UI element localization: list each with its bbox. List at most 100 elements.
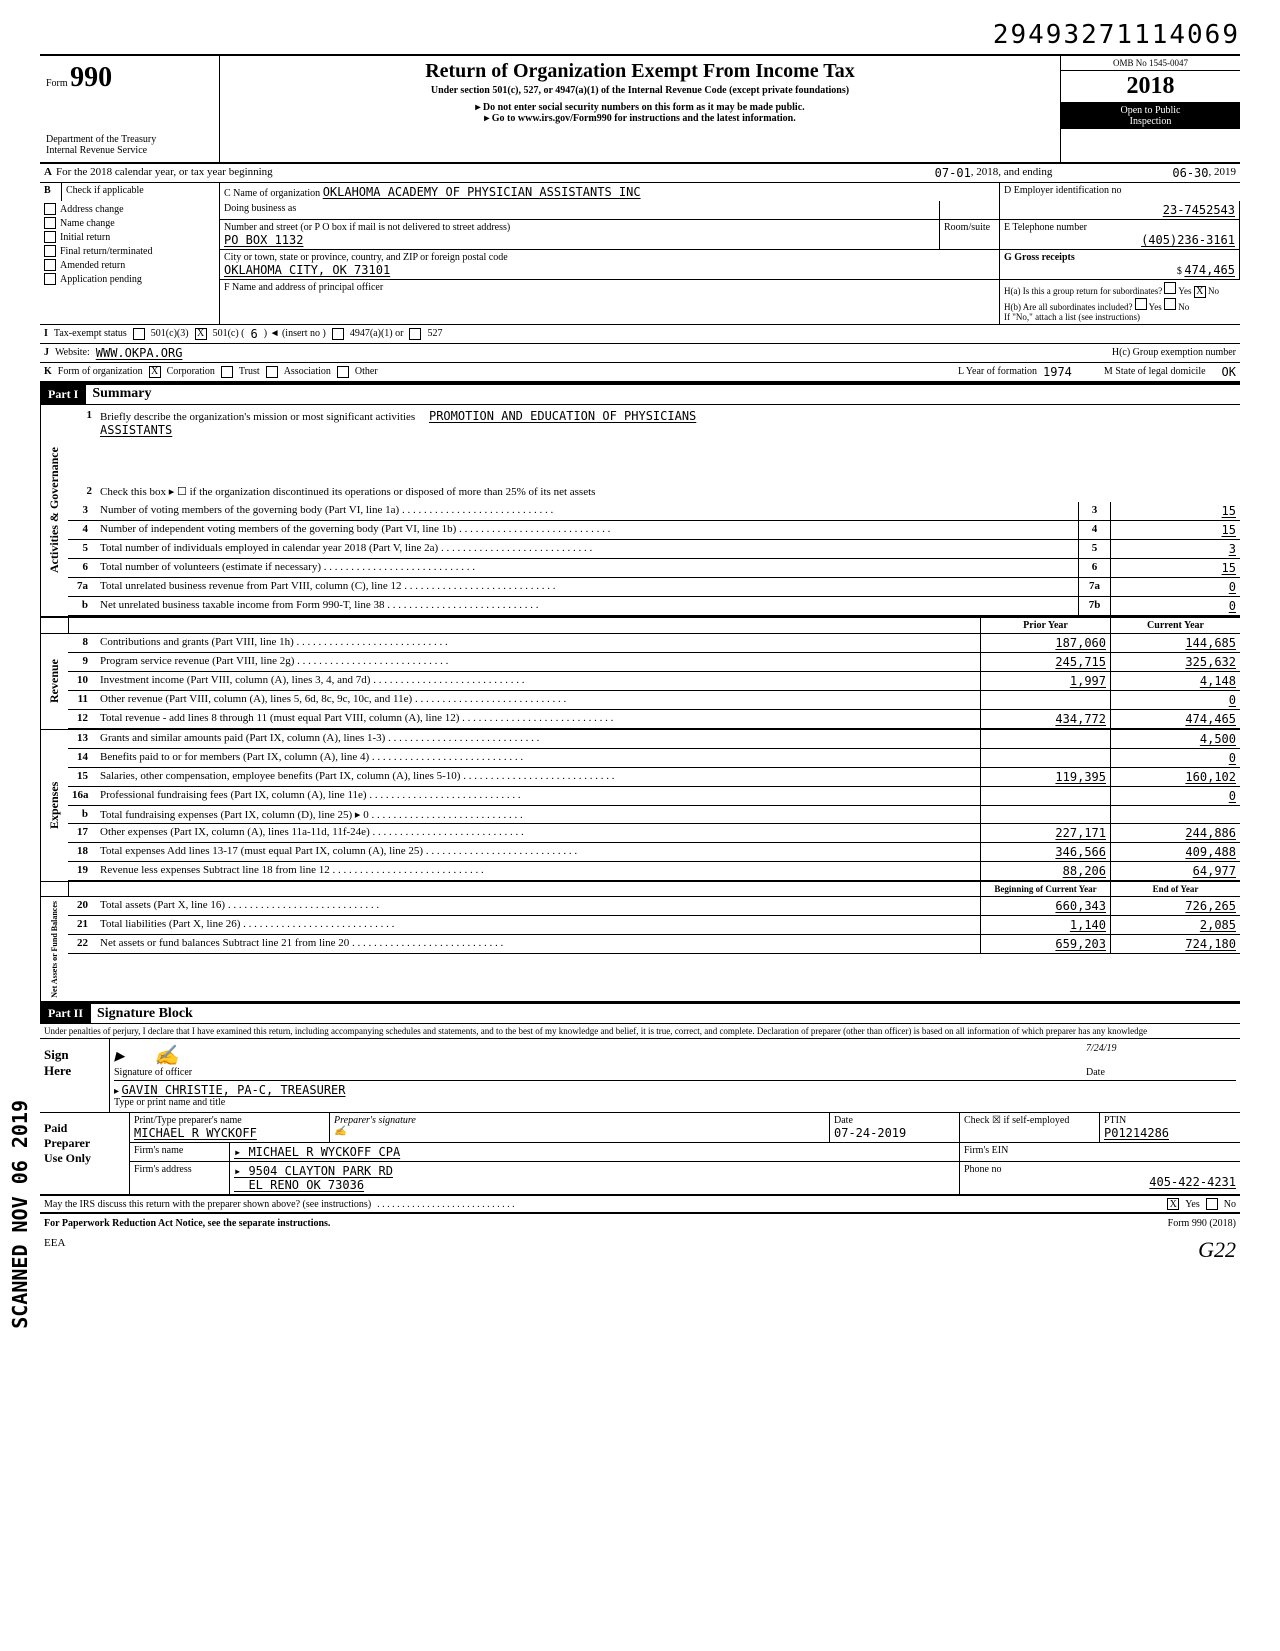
line-label: Contributions and grants (Part VIII, lin… xyxy=(96,634,980,652)
checkbox-corp[interactable]: X xyxy=(149,366,161,378)
checkbox-trust[interactable] xyxy=(221,366,233,378)
line-num: 12 xyxy=(68,710,96,728)
line-label: Program service revenue (Part VIII, line… xyxy=(96,653,980,671)
line-amount: 15 xyxy=(1110,521,1240,539)
paperwork-notice: For Paperwork Reduction Act Notice, see … xyxy=(44,1218,330,1229)
checkbox-address-change[interactable] xyxy=(44,203,56,215)
line-label: Revenue less expenses Subtract line 18 f… xyxy=(96,862,980,880)
prior-amount: 245,715 xyxy=(980,653,1110,671)
omb-number: OMB No 1545-0047 xyxy=(1061,56,1240,71)
firm-phone: 405-422-4231 xyxy=(964,1175,1236,1189)
checkbox-ha-yes[interactable] xyxy=(1164,282,1176,294)
prior-amount: 1,140 xyxy=(980,916,1110,934)
checkbox-4947[interactable] xyxy=(332,328,344,340)
checkbox-ha-no[interactable]: X xyxy=(1194,286,1206,298)
line-2-text: Check this box ▸ ☐ if the organization d… xyxy=(100,485,595,498)
hc-label: H(c) Group exemption number xyxy=(1112,347,1236,358)
checkbox-final-return[interactable] xyxy=(44,245,56,257)
dba-label: Doing business as xyxy=(220,201,940,220)
checkbox-527[interactable] xyxy=(409,328,421,340)
tax-exempt-status-row: I Tax-exempt status 501(c)(3) X 501(c) (… xyxy=(40,325,1240,344)
prior-amount: 119,395 xyxy=(980,768,1110,786)
line-num: 9 xyxy=(68,653,96,671)
firm-addr2: EL RENO OK 73036 xyxy=(248,1178,364,1192)
prior-amount: 346,566 xyxy=(980,843,1110,861)
form-title: Return of Organization Exempt From Incom… xyxy=(224,60,1056,83)
checkbox-amended-return[interactable] xyxy=(44,259,56,271)
current-amount: 724,180 xyxy=(1110,935,1240,953)
line-label: Number of independent voting members of … xyxy=(96,521,1078,539)
dept-treasury: Department of the Treasury xyxy=(46,134,213,145)
prior-amount: 660,343 xyxy=(980,897,1110,915)
line-box: 7b xyxy=(1078,597,1110,615)
line-label: Net unrelated business taxable income fr… xyxy=(96,597,1078,615)
open-public: Open to Public xyxy=(1121,105,1181,116)
checkbox-501c[interactable]: X xyxy=(195,328,207,340)
line-amount: 3 xyxy=(1110,540,1240,558)
letter-i: I xyxy=(44,328,48,339)
line-num: 19 xyxy=(68,862,96,880)
row-a-tax-year: A For the 2018 calendar year, or tax yea… xyxy=(40,164,1240,183)
line-label: Total number of individuals employed in … xyxy=(96,540,1078,558)
letter-j: J xyxy=(44,347,49,358)
trust-label: Trust xyxy=(239,366,260,377)
officer-name-label: Type or print name and title xyxy=(114,1097,1236,1108)
current-amount: 0 xyxy=(1110,749,1240,767)
line-num: 22 xyxy=(68,935,96,953)
firm-name: MICHAEL R WYCKOFF CPA xyxy=(248,1145,400,1159)
prior-amount xyxy=(980,787,1110,805)
line-num: 20 xyxy=(68,897,96,915)
phone-value: (405)236-3161 xyxy=(1004,233,1235,247)
501c-open: 501(c) ( xyxy=(213,328,245,339)
tax-year-end: 06-30 xyxy=(1172,166,1208,180)
line-num: b xyxy=(68,597,96,615)
sig-officer-label: Signature of officer xyxy=(114,1067,1086,1081)
website-value: WWW.OKPA.ORG xyxy=(96,346,183,360)
checkbox-assoc[interactable] xyxy=(266,366,278,378)
line-label: Total expenses Add lines 13-17 (must equ… xyxy=(96,843,980,861)
current-amount: 244,886 xyxy=(1110,824,1240,842)
checkbox-discuss-no[interactable] xyxy=(1206,1198,1218,1210)
line-label: Benefits paid to or for members (Part IX… xyxy=(96,749,980,767)
prior-amount xyxy=(980,749,1110,767)
street-value: PO BOX 1132 xyxy=(224,233,935,247)
part-ii-header: Part II Signature Block xyxy=(40,1002,1240,1024)
current-amount: 474,465 xyxy=(1110,710,1240,728)
current-amount: 4,500 xyxy=(1110,730,1240,748)
prior-amount: 187,060 xyxy=(980,634,1110,652)
current-amount: 160,102 xyxy=(1110,768,1240,786)
line-num: 15 xyxy=(68,768,96,786)
checkbox-application-pending[interactable] xyxy=(44,273,56,285)
checkbox-501c3[interactable] xyxy=(133,328,145,340)
city-value: OKLAHOMA CITY, OK 73101 xyxy=(224,263,995,277)
checkbox-name-change[interactable] xyxy=(44,217,56,229)
checkbox-hb-yes[interactable] xyxy=(1135,298,1147,310)
mission-line1: PROMOTION AND EDUCATION OF PHYSICIANS xyxy=(429,409,696,423)
checkbox-discuss-yes[interactable]: X xyxy=(1167,1198,1179,1210)
corp-label: Corporation xyxy=(167,366,215,377)
501c3-label: 501(c)(3) xyxy=(151,328,189,339)
hb-label: H(b) Are all subordinates included? xyxy=(1004,302,1132,312)
current-amount: 2,085 xyxy=(1110,916,1240,934)
hb-note: If "No," attach a list (see instructions… xyxy=(1004,312,1236,322)
sig-date-value: 7/24/19 xyxy=(1086,1043,1236,1067)
preparer-sig-label: Preparer's signature xyxy=(334,1115,416,1126)
expenses-label: Expenses xyxy=(40,730,68,881)
l-label: L Year of formation xyxy=(958,366,1037,377)
527-label: 527 xyxy=(427,328,442,339)
line-label: Investment income (Part VIII, column (A)… xyxy=(96,672,980,690)
line-box: 7a xyxy=(1078,578,1110,596)
line-1-text: Briefly describe the organization's miss… xyxy=(100,411,415,423)
current-amount: 144,685 xyxy=(1110,634,1240,652)
sign-label-2: Here xyxy=(44,1063,105,1079)
checkbox-initial-return[interactable] xyxy=(44,231,56,243)
checkbox-hb-no[interactable] xyxy=(1164,298,1176,310)
line-amount: 15 xyxy=(1110,502,1240,520)
end-year-header: End of Year xyxy=(1110,882,1240,896)
form-word: Form xyxy=(46,78,68,89)
line-num: 8 xyxy=(68,634,96,652)
other-label: Other xyxy=(355,366,378,377)
line-num: 3 xyxy=(68,502,96,520)
tax-exempt-label: Tax-exempt status xyxy=(54,328,127,339)
checkbox-other[interactable] xyxy=(337,366,349,378)
